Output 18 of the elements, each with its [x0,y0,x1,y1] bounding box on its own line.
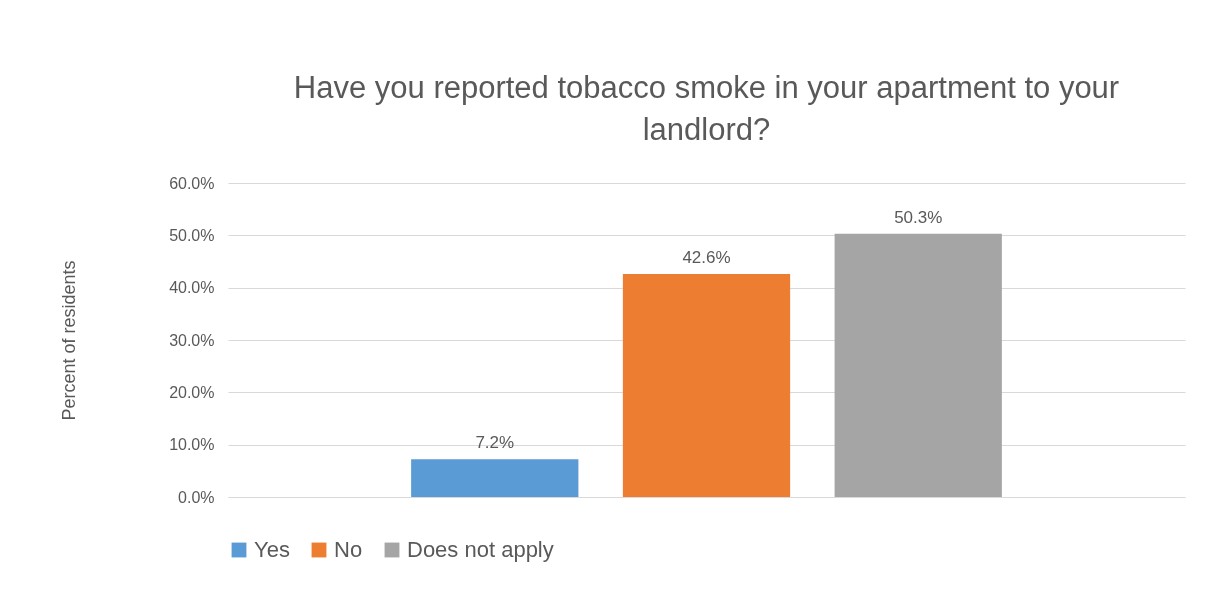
y-tick-label: 0.0% [178,488,215,506]
y-tick-label: 50.0% [169,226,215,244]
bar [834,233,1002,497]
chart-title: Have you reported tobacco smoke in your apartment to your landlord? [293,70,1120,147]
y-tick-label: 60.0% [169,174,215,192]
y-tick-label: 20.0% [169,383,215,401]
y-tick-label: 40.0% [169,279,215,297]
data-label: 50.3% [894,207,943,227]
y-tick-label: 10.0% [169,436,215,454]
y-axis-title: Percent of residents [59,260,80,421]
data-label: 7.2% [475,433,515,453]
y-tick-label: 30.0% [169,331,215,349]
bar [622,274,791,497]
legend-label: Yes [254,537,290,562]
legend-label: Does not apply [407,537,554,562]
legend-label: No [334,537,363,562]
data-label: 42.6% [682,248,731,268]
bar [411,459,579,497]
